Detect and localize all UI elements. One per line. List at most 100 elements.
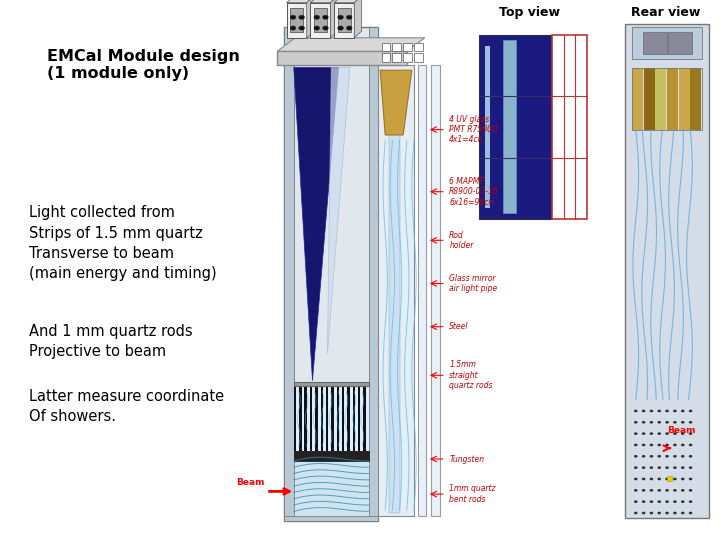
Polygon shape [294, 68, 338, 381]
Circle shape [642, 489, 645, 491]
Bar [287, 3, 307, 38]
Polygon shape [380, 70, 412, 135]
Bar [403, 43, 412, 51]
Circle shape [665, 512, 669, 514]
Circle shape [673, 432, 677, 435]
Text: Latter measure coordinate
Of showers.: Latter measure coordinate Of showers. [29, 389, 224, 424]
Circle shape [649, 477, 653, 481]
Circle shape [681, 512, 685, 514]
Bar [277, 51, 407, 65]
Circle shape [314, 15, 320, 19]
Circle shape [649, 467, 653, 469]
Circle shape [642, 421, 645, 423]
Bar [655, 68, 666, 130]
Text: Top view: Top view [499, 6, 559, 19]
Circle shape [681, 489, 685, 491]
Bar [284, 516, 378, 521]
Bar [294, 451, 369, 516]
Circle shape [681, 500, 685, 503]
Bar [632, 68, 702, 130]
Polygon shape [330, 0, 338, 38]
Circle shape [657, 409, 661, 413]
Bar [320, 386, 323, 451]
Circle shape [299, 15, 305, 19]
Bar [310, 386, 312, 451]
Bar [690, 68, 701, 130]
Text: And 1 mm quartz rods
Projective to beam: And 1 mm quartz rods Projective to beam [29, 324, 192, 360]
Circle shape [689, 455, 693, 457]
Bar [310, 386, 312, 451]
Circle shape [642, 432, 645, 435]
Circle shape [665, 455, 669, 457]
Bar [369, 27, 378, 521]
Circle shape [338, 15, 343, 19]
Circle shape [689, 443, 693, 446]
Bar [644, 68, 654, 130]
Circle shape [346, 26, 352, 30]
Circle shape [657, 500, 661, 503]
Bar [503, 40, 516, 213]
Circle shape [689, 409, 693, 413]
Circle shape [657, 421, 661, 423]
Text: Side view: Side view [294, 6, 361, 19]
Circle shape [681, 455, 685, 457]
Circle shape [665, 421, 669, 423]
Circle shape [689, 512, 693, 514]
Bar [320, 386, 323, 451]
Circle shape [673, 443, 677, 446]
Bar [294, 386, 369, 451]
Circle shape [642, 512, 645, 514]
Circle shape [634, 409, 638, 413]
Circle shape [673, 421, 677, 423]
Circle shape [323, 15, 328, 19]
Bar [643, 32, 667, 54]
Bar [331, 386, 333, 451]
Circle shape [649, 421, 653, 423]
Bar [667, 476, 672, 481]
Text: EMCal Module design
(1 module only): EMCal Module design (1 module only) [47, 49, 240, 81]
Circle shape [634, 455, 638, 457]
Circle shape [665, 409, 669, 413]
Circle shape [649, 500, 653, 503]
Text: Light collected from
Strips of 1.5 mm quartz
Transverse to beam
(main energy and: Light collected from Strips of 1.5 mm qu… [29, 205, 217, 281]
Bar [378, 65, 414, 516]
Text: Beam: Beam [667, 426, 696, 435]
Bar [305, 386, 307, 451]
Circle shape [649, 432, 653, 435]
Circle shape [681, 421, 685, 423]
Bar [315, 386, 318, 451]
Circle shape [681, 467, 685, 469]
Bar [382, 53, 390, 62]
Polygon shape [328, 68, 350, 354]
Bar [414, 53, 423, 62]
Bar [338, 8, 351, 32]
Bar [284, 27, 294, 521]
Bar [294, 386, 296, 451]
Circle shape [673, 455, 677, 457]
Circle shape [681, 409, 685, 413]
Circle shape [323, 26, 328, 30]
Bar [552, 35, 587, 219]
Bar [315, 386, 318, 451]
Bar [342, 386, 344, 451]
Circle shape [338, 26, 343, 30]
Circle shape [290, 26, 296, 30]
Bar [679, 68, 690, 130]
Circle shape [649, 512, 653, 514]
Bar [294, 451, 369, 461]
Circle shape [642, 477, 645, 481]
Polygon shape [334, 0, 361, 3]
Circle shape [634, 500, 638, 503]
Circle shape [689, 477, 693, 481]
Text: Beam: Beam [236, 478, 265, 487]
Text: 1mm quartz
bent rods: 1mm quartz bent rods [449, 484, 496, 504]
Circle shape [665, 489, 669, 491]
Circle shape [673, 489, 677, 491]
Bar [382, 43, 390, 51]
Circle shape [657, 489, 661, 491]
Text: 1.5mm
straight
quartz rods: 1.5mm straight quartz rods [449, 360, 492, 390]
Bar [290, 8, 303, 32]
Circle shape [665, 467, 669, 469]
Circle shape [642, 467, 645, 469]
Circle shape [634, 421, 638, 423]
